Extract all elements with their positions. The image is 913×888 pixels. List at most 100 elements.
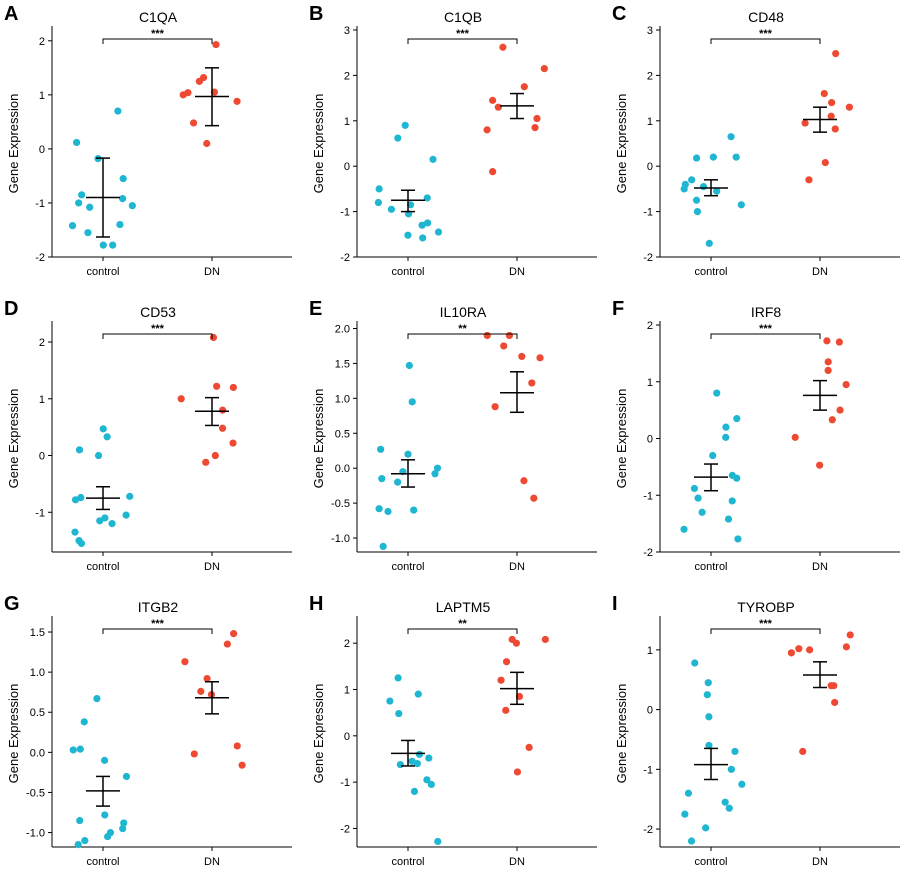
control-point xyxy=(109,241,117,249)
control-point xyxy=(122,511,130,519)
dn-point xyxy=(218,424,227,432)
panel-C: C CD48 Gene Expression -2 -1 0 1 2 3 control DN *** xyxy=(612,3,900,278)
y-tick-label: -1 xyxy=(35,507,45,519)
control-point xyxy=(406,201,415,209)
y-tick-label: 0 xyxy=(39,451,45,463)
dn-point xyxy=(491,403,499,411)
significance-label: ** xyxy=(458,618,467,630)
control-point xyxy=(722,423,730,431)
y-tick-label: -1 xyxy=(35,198,45,210)
control-point xyxy=(684,789,693,797)
dn-point xyxy=(195,77,203,85)
y-tick-label: 2 xyxy=(39,36,45,48)
x-tick-label-dn: DN xyxy=(812,856,828,868)
y-axis-label: Gene Expression xyxy=(6,94,21,194)
control-point xyxy=(76,745,84,753)
control-point xyxy=(116,220,124,229)
control-point xyxy=(122,772,131,781)
dn-point xyxy=(530,494,538,502)
chart-title: TYROBP xyxy=(737,599,795,615)
control-point xyxy=(734,535,742,543)
control-point xyxy=(727,133,735,141)
y-axis-label: Gene Expression xyxy=(614,94,629,194)
dn-point xyxy=(233,97,241,105)
dn-point xyxy=(483,126,491,134)
control-point xyxy=(738,780,746,788)
control-point xyxy=(722,433,730,441)
dn-point xyxy=(795,645,803,653)
x-tick-label-control: control xyxy=(86,856,119,868)
control-point xyxy=(414,690,422,698)
panel-letter: I xyxy=(612,593,618,615)
control-point xyxy=(709,153,717,161)
dn-point xyxy=(816,461,824,469)
dn-point xyxy=(181,658,189,666)
control-point xyxy=(94,451,103,460)
dn-point xyxy=(499,43,507,51)
y-tick-label: -2 xyxy=(35,252,45,264)
panel-B: B C1QB Gene Expression -2 -1 0 1 2 3 control DN *** xyxy=(309,3,597,278)
dn-point xyxy=(489,96,497,104)
control-point xyxy=(725,804,733,812)
control-point xyxy=(433,464,442,472)
significance-label: *** xyxy=(759,28,773,40)
y-tick-label: 1 xyxy=(39,90,45,102)
control-point xyxy=(375,505,383,513)
y-tick-label: -1.0 xyxy=(331,533,350,545)
significance-bracket xyxy=(710,628,821,634)
chart-title: IRF8 xyxy=(751,304,782,320)
y-tick-label: 0 xyxy=(344,161,350,173)
control-point xyxy=(423,776,431,784)
panel-letter: H xyxy=(309,593,323,615)
dn-point xyxy=(820,89,828,98)
control-point xyxy=(108,520,116,528)
control-point xyxy=(688,176,696,184)
dn-point xyxy=(830,682,838,690)
significance-label: ** xyxy=(458,323,467,335)
dn-point xyxy=(835,338,843,346)
dn-point xyxy=(824,358,832,366)
control-point xyxy=(692,154,701,162)
dn-point xyxy=(189,119,198,127)
control-point xyxy=(425,754,433,762)
y-tick-label: 1 xyxy=(39,394,45,406)
y-tick-label: -1.0 xyxy=(26,828,45,840)
dn-point xyxy=(179,91,187,99)
control-point xyxy=(698,508,706,516)
dn-point xyxy=(541,635,549,644)
x-tick-label-control: control xyxy=(694,266,727,278)
significance-bracket xyxy=(407,38,518,44)
panel-letter: G xyxy=(4,593,20,615)
dn-point xyxy=(203,674,211,683)
control-point xyxy=(81,836,89,845)
x-tick-label-dn: DN xyxy=(812,266,828,278)
panel-letter: A xyxy=(4,3,18,25)
control-point xyxy=(431,470,439,478)
control-point xyxy=(128,202,136,210)
control-point xyxy=(99,425,107,433)
control-point xyxy=(413,760,421,768)
control-point xyxy=(434,837,442,846)
y-tick-label: 2 xyxy=(344,638,350,650)
x-tick-label-control: control xyxy=(86,561,119,573)
dn-point xyxy=(489,168,497,176)
control-point xyxy=(378,475,386,483)
panel-letter: F xyxy=(612,298,624,320)
control-point xyxy=(681,810,689,818)
significance-bracket xyxy=(102,628,213,634)
control-point xyxy=(396,760,404,769)
dn-point xyxy=(223,640,231,648)
control-point xyxy=(379,542,387,551)
control-point xyxy=(418,221,426,229)
control-point xyxy=(410,787,419,796)
x-tick-label-control: control xyxy=(391,856,424,868)
dn-point xyxy=(831,125,839,133)
dn-point xyxy=(525,743,533,751)
dn-point xyxy=(828,99,836,107)
y-tick-label: 2 xyxy=(647,70,653,82)
dn-point xyxy=(211,451,219,460)
control-point xyxy=(78,191,86,199)
dn-point xyxy=(531,124,539,132)
panel-letter: C xyxy=(612,3,626,25)
panel-I: I TYROBP Gene Expression -2 -1 0 1 control DN *** xyxy=(612,593,900,868)
